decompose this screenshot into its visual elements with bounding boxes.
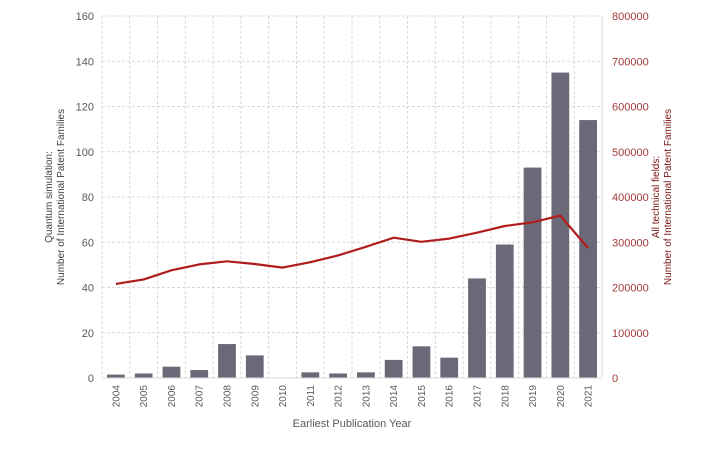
right-tick-label: 200000: [612, 283, 649, 295]
x-tick-label: 2004: [111, 385, 122, 408]
x-tick-label: 2006: [167, 385, 178, 408]
bar: [468, 278, 486, 378]
bar: [107, 374, 125, 378]
x-tick-label: 2015: [417, 385, 428, 408]
x-tick-label: 2010: [278, 385, 289, 408]
bar: [579, 120, 597, 378]
bar: [551, 72, 570, 378]
x-tick-label: 2020: [556, 385, 567, 408]
left-tick-label: 120: [76, 102, 94, 114]
x-tick-label: 2005: [139, 385, 150, 408]
bar: [384, 359, 403, 378]
right-tick-label: 600000: [612, 102, 649, 114]
bar: [357, 372, 375, 378]
left-tick-label: 140: [76, 56, 94, 68]
line-series-all-technical-fields: [115, 214, 589, 285]
x-tick-label: 2018: [500, 385, 511, 408]
bar: [523, 167, 542, 378]
x-tick-label: 2016: [445, 385, 456, 408]
grid-lines: [101, 15, 602, 378]
x-axis-ticks: 2004 2005 2006 2007 2008 2009 2010 2011 2012 2013…: [111, 385, 594, 408]
right-axis-title-line1: All technical fields:: [651, 156, 662, 238]
left-tick-label: 20: [82, 328, 94, 340]
bar: [495, 244, 514, 378]
axes: [102, 16, 603, 379]
bar: [190, 370, 209, 378]
right-axis-title-line2: Number of International Patent Families: [663, 109, 674, 285]
x-tick-label: 2014: [389, 385, 400, 408]
bar: [134, 373, 153, 378]
right-axis-ticks: 0 100000 200000 300000 400000 500000 600000 700…: [612, 11, 649, 385]
x-tick-label: 2007: [195, 385, 206, 408]
right-tick-label: 300000: [612, 237, 649, 249]
bar: [440, 357, 459, 378]
x-tick-label: 2013: [361, 385, 372, 408]
x-tick-label: 2019: [528, 385, 539, 408]
left-axis-ticks: 0 20 40 60 80 100 120 140 160: [76, 11, 94, 385]
left-tick-label: 60: [82, 237, 94, 249]
x-tick-label: 2021: [584, 385, 595, 408]
x-tick-label: 2017: [473, 385, 484, 408]
x-tick-label: 2012: [334, 385, 345, 408]
right-tick-label: 400000: [612, 192, 649, 204]
left-tick-label: 80: [82, 192, 94, 204]
left-tick-label: 40: [82, 283, 94, 295]
left-tick-label: 0: [88, 373, 94, 385]
x-axis-title: Earliest Publication Year: [293, 418, 412, 430]
bar: [301, 372, 320, 378]
right-tick-label: 700000: [612, 56, 649, 68]
bar: [162, 366, 181, 378]
right-tick-label: 800000: [612, 11, 649, 23]
bar: [329, 373, 347, 378]
x-tick-label: 2009: [250, 385, 261, 408]
left-tick-label: 100: [76, 147, 94, 159]
left-axis-title-line1: Quantum simulation:: [44, 151, 55, 243]
line-path: [115, 214, 589, 285]
right-tick-label: 0: [612, 373, 618, 385]
right-tick-label: 500000: [612, 147, 649, 159]
bar: [412, 346, 431, 378]
x-tick-label: 2008: [223, 385, 234, 408]
bar: [218, 344, 236, 378]
x-tick-label: 2011: [306, 385, 317, 407]
left-tick-label: 160: [76, 11, 94, 23]
bar: [245, 355, 264, 378]
right-tick-label: 100000: [612, 328, 649, 340]
left-axis-title-line2: Number of International Patent Families: [56, 109, 67, 285]
bar-series-quantum-simulation: [107, 72, 597, 378]
